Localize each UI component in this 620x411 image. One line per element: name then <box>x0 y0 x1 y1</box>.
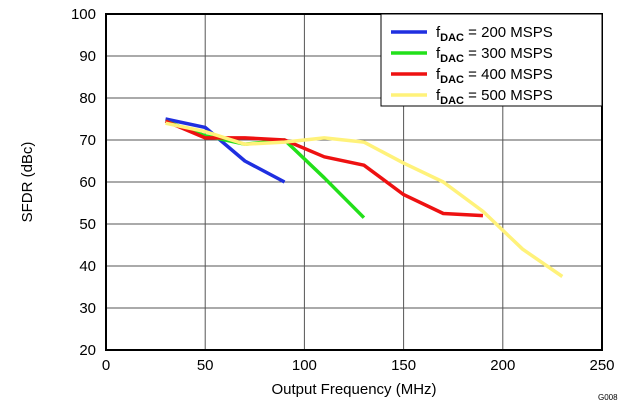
x-tick-label: 200 <box>490 357 515 374</box>
y-tick-label: 30 <box>79 300 96 317</box>
legend-label: fDAC = 400 MSPS <box>436 66 553 86</box>
y-tick-label: 90 <box>79 48 96 65</box>
legend-label: fDAC = 200 MSPS <box>436 24 553 44</box>
x-tick-label: 50 <box>197 357 214 374</box>
figure-id: G008 <box>598 393 618 402</box>
y-tick-label: 80 <box>79 90 96 107</box>
x-tick-label: 250 <box>589 357 614 374</box>
legend-box <box>380 13 603 107</box>
y-axis-label: SFDR (dBc) <box>19 142 36 223</box>
y-tick-label: 40 <box>79 258 96 275</box>
y-tick-label: 20 <box>79 342 96 359</box>
x-tick-label: 0 <box>102 357 110 374</box>
series-lines <box>164 117 564 278</box>
y-tick-labels: 20 30 40 50 60 70 80 90 100 <box>71 6 96 359</box>
x-tick-labels: 0 50 100 150 200 250 <box>102 357 615 374</box>
y-tick-label: 70 <box>79 132 96 149</box>
series-line-3 <box>164 119 484 218</box>
plot-frame <box>105 13 603 351</box>
legend-label: fDAC = 300 MSPS <box>436 45 553 65</box>
x-tick-label: 150 <box>391 357 416 374</box>
y-tick-label: 60 <box>79 174 96 191</box>
x-axis-label: Output Frequency (MHz) <box>271 381 436 398</box>
y-tick-label: 100 <box>71 6 96 23</box>
series-line-1 <box>165 117 286 184</box>
legend-label: fDAC = 500 MSPS <box>436 87 553 107</box>
series-line-4 <box>165 121 564 278</box>
y-tick-label: 50 <box>79 216 96 233</box>
x-tick-label: 100 <box>292 357 317 374</box>
